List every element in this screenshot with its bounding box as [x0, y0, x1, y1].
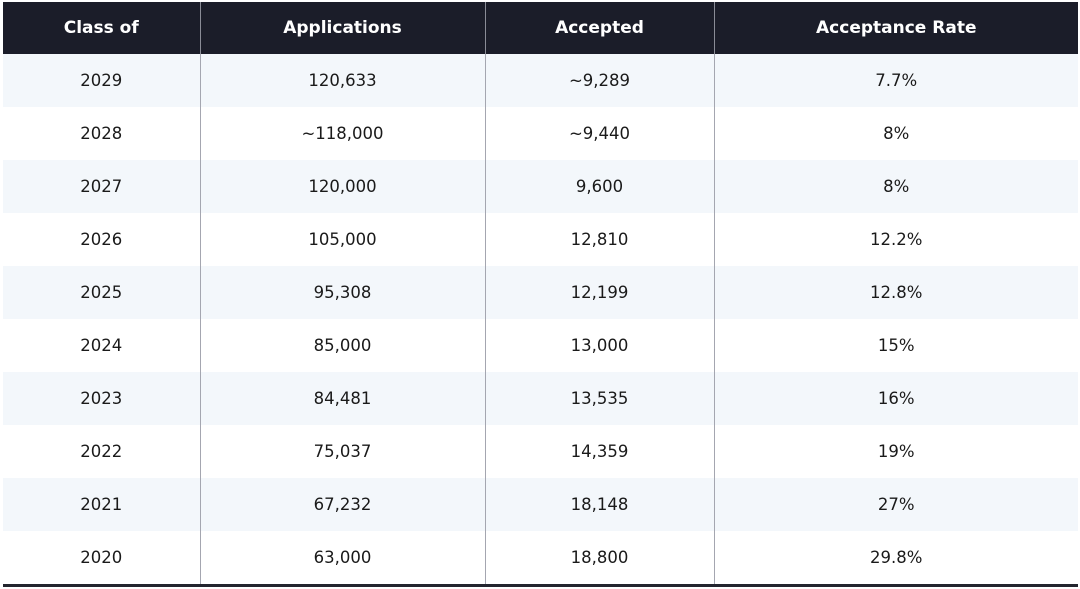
table-cell: 2029	[3, 54, 200, 107]
table-cell: 2020	[80, 548, 123, 567]
table-cell: 14,359	[484, 425, 714, 478]
header-cell: Accepted	[484, 2, 714, 54]
table-row: 2029 120,633 ~9,289 7.7%	[3, 54, 1078, 107]
table-cell: 95,308	[199, 266, 485, 319]
table-row: 2025 95,308 12,199 12.8%	[3, 266, 1078, 319]
table-cell: 8%	[713, 160, 1078, 213]
table-cell: 75,037	[199, 425, 485, 478]
header-row: Class of Applications Accepted Acceptance R…	[3, 2, 1078, 54]
table-cell: 120,000	[199, 160, 485, 213]
table-cell: 2025	[3, 266, 200, 319]
table-cell: 85,000	[199, 319, 485, 372]
table-cell: ~9,440	[484, 107, 714, 160]
table-cell: 2024	[80, 336, 123, 355]
table-cell: 9,600	[484, 160, 714, 213]
table-cell: 67,232	[199, 478, 485, 531]
table-cell: 18,148	[484, 478, 714, 531]
header-cell: Class of	[3, 2, 200, 54]
table-cell: 2023	[3, 372, 200, 425]
table-row: 2022 75,037 14,359 19%	[3, 425, 1078, 478]
table-cell: 7.7%	[713, 54, 1078, 107]
table-body: 2029 120,633 ~9,289 7.7% 2028 ~118,000 ~9,440 8…	[3, 54, 1078, 586]
table-cell: ~9,289	[484, 54, 714, 107]
table-row: 2027 120,000 9,600 8%	[3, 160, 1078, 213]
table-cell: 2027	[3, 160, 200, 213]
table-row: 2028 ~118,000 ~9,440 8%	[3, 107, 1078, 160]
table-container: Class of Applications Accepted Acceptance R…	[3, 2, 1078, 587]
table-row: 2023 84,481 13,535 16%	[3, 372, 1078, 425]
table-cell: 2028	[80, 124, 123, 143]
table-cell: 16%	[713, 372, 1078, 425]
table-cell: 105,000	[199, 213, 485, 266]
table-cell: 2021	[3, 478, 200, 531]
table-cell: 13,000	[484, 319, 714, 372]
header-cell: Acceptance Rate	[713, 2, 1078, 54]
table-cell: 120,633	[199, 54, 485, 107]
table-cell: 19%	[713, 425, 1078, 478]
header-cell: Applications	[199, 2, 485, 54]
table-cell: 2022	[80, 442, 123, 461]
table-cell: 84,481	[199, 372, 485, 425]
table-cell: 2026	[80, 230, 123, 249]
table-cell: 63,000	[199, 531, 485, 586]
table-cell: 15%	[713, 319, 1078, 372]
admissions-table: Class of Applications Accepted Acceptance R…	[3, 2, 1078, 587]
table-cell: 18,800	[484, 531, 714, 586]
table-row: 2024 85,000 13,000 15%	[3, 319, 1078, 372]
table-cell: 27%	[713, 478, 1078, 531]
table-cell: ~118,000	[199, 107, 485, 160]
table-cell: 12.2%	[713, 213, 1078, 266]
table-cell: 8%	[713, 107, 1078, 160]
table-cell: 12,199	[484, 266, 714, 319]
table-row: 2020 63,000 18,800 29.8%	[3, 531, 1078, 586]
table-row: 2026 105,000 12,810 12.2%	[3, 213, 1078, 266]
table-row: 2021 67,232 18,148 27%	[3, 478, 1078, 531]
table-cell: 12.8%	[713, 266, 1078, 319]
table-cell: 29.8%	[713, 531, 1078, 586]
table-cell: 13,535	[484, 372, 714, 425]
table-cell: 12,810	[484, 213, 714, 266]
